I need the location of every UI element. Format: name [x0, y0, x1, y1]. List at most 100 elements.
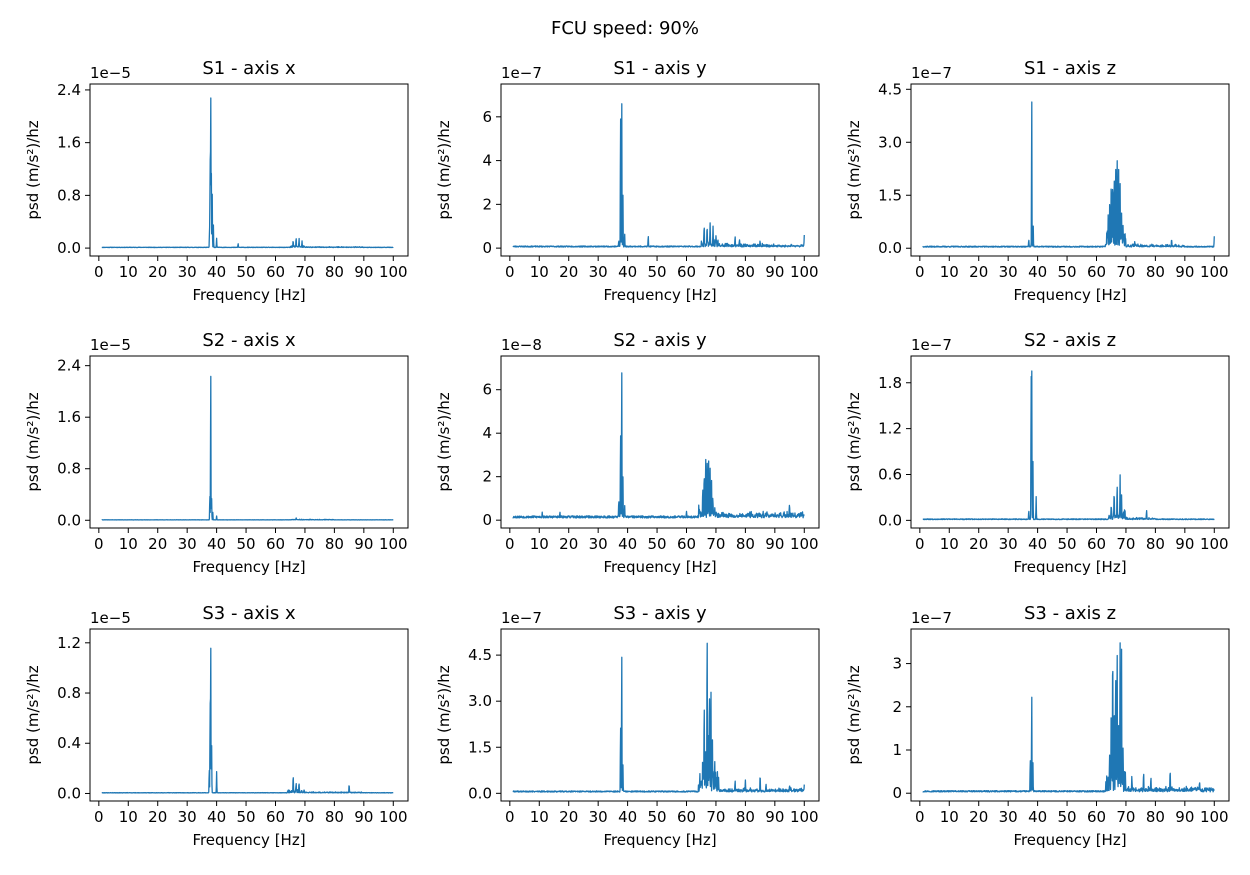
x-tick-label: 90: [765, 263, 784, 281]
x-tick-label: 80: [736, 808, 755, 826]
x-tick-label: 20: [559, 808, 578, 826]
x-axis-label: Frequency [Hz]: [1013, 831, 1126, 849]
x-axis-label: Frequency [Hz]: [1013, 286, 1126, 304]
y-tick-label: 2.4: [57, 81, 81, 99]
x-tick-label: 20: [148, 808, 167, 826]
subplot-title: S1 - axis x: [202, 58, 296, 79]
y-axis-label: psd (m/s²)/hz: [845, 392, 863, 491]
y-tick-label: 1.5: [878, 186, 902, 204]
y-tick-label: 6: [482, 108, 492, 126]
psd-series-line: [922, 370, 1215, 521]
subplot-title: S2 - axis y: [613, 330, 707, 351]
y-offset-text: 1e−7: [911, 609, 952, 627]
x-tick-label: 40: [618, 535, 637, 553]
y-tick-label: 4.5: [468, 646, 492, 664]
subplot-9: S3 - axis z 1e−7 0 10 20 30 40 50 60 70 80 90 100 0 1 2…: [845, 603, 1230, 849]
x-tick-label: 90: [765, 535, 784, 553]
psd-series-line: [101, 647, 394, 794]
x-tick-label: 100: [379, 808, 408, 826]
subplot-6: S2 - axis z 1e−7 0 10 20 30 40 50 60 70 80 90 100 0.0…: [845, 330, 1230, 576]
x-tick-label: 60: [1087, 535, 1106, 553]
subplot-1: S1 - axis x 1e−5 0 10 20 30 40 50 60 70 80 90 100 0.0…: [24, 58, 409, 304]
y-tick-label: 0.8: [57, 186, 81, 204]
psd-series-line: [512, 372, 805, 519]
x-tick-label: 70: [1116, 535, 1135, 553]
x-tick-label: 30: [999, 263, 1018, 281]
x-tick-label: 70: [295, 808, 314, 826]
x-tick-label: 30: [178, 808, 197, 826]
x-tick-label: 40: [1028, 263, 1047, 281]
subplot-title: S2 - axis z: [1024, 330, 1116, 351]
y-axis-label: psd (m/s²)/hz: [845, 665, 863, 764]
axes-frame: [910, 83, 1230, 257]
x-tick-label: 10: [119, 263, 138, 281]
subplot-title: S1 - axis z: [1024, 58, 1116, 79]
axes-frame: [500, 628, 820, 802]
x-tick-label: 10: [119, 535, 138, 553]
y-tick-label: 0.0: [57, 511, 81, 529]
x-tick-label: 40: [618, 808, 637, 826]
subplot-7: S3 - axis x 1e−5 0 10 20 30 40 50 60 70 80 90 100 0.0…: [24, 603, 409, 849]
x-tick-label: 10: [940, 263, 959, 281]
x-tick-label: 60: [266, 808, 285, 826]
y-axis-label: psd (m/s²)/hz: [435, 120, 453, 219]
x-tick-label: 80: [736, 535, 755, 553]
axes-frame: [89, 628, 409, 802]
x-axis-label: Frequency [Hz]: [192, 286, 305, 304]
y-tick-label: 2: [892, 698, 902, 716]
x-tick-label: 10: [530, 263, 549, 281]
y-axis-label: psd (m/s²)/hz: [24, 665, 42, 764]
x-tick-label: 60: [266, 535, 285, 553]
y-axis-label: psd (m/s²)/hz: [845, 120, 863, 219]
x-tick-label: 20: [969, 808, 988, 826]
y-offset-text: 1e−7: [911, 64, 952, 82]
x-tick-label: 0: [94, 535, 104, 553]
subplot-2: S1 - axis y 1e−7 0 10 20 30 40 50 60 70 80 90 100 0 2 4…: [435, 58, 820, 304]
y-tick-label: 0.4: [57, 734, 81, 752]
x-tick-label: 90: [354, 263, 373, 281]
y-tick-label: 0.6: [878, 465, 902, 483]
y-tick-label: 0.0: [57, 239, 81, 257]
x-tick-label: 70: [706, 535, 725, 553]
y-tick-label: 4.5: [878, 80, 902, 98]
x-tick-label: 70: [295, 535, 314, 553]
x-tick-label: 100: [1200, 535, 1229, 553]
x-tick-label: 100: [790, 535, 819, 553]
axes-frame: [500, 83, 820, 257]
y-tick-label: 0: [892, 784, 902, 802]
x-tick-label: 70: [706, 808, 725, 826]
x-tick-label: 80: [325, 808, 344, 826]
x-tick-label: 50: [237, 263, 256, 281]
x-tick-label: 60: [1087, 808, 1106, 826]
y-tick-label: 1.8: [878, 374, 902, 392]
x-tick-label: 10: [940, 535, 959, 553]
y-offset-text: 1e−8: [501, 336, 542, 354]
x-axis-label: Frequency [Hz]: [192, 558, 305, 576]
y-tick-label: 3.0: [878, 133, 902, 151]
x-tick-label: 20: [148, 263, 167, 281]
x-tick-label: 40: [207, 808, 226, 826]
x-tick-label: 30: [178, 263, 197, 281]
x-tick-label: 20: [969, 263, 988, 281]
y-axis-label: psd (m/s²)/hz: [435, 665, 453, 764]
subplot-title: S2 - axis x: [202, 330, 296, 351]
x-tick-label: 0: [915, 808, 925, 826]
x-tick-label: 100: [1200, 263, 1229, 281]
x-tick-label: 100: [379, 535, 408, 553]
subplot-grid: S1 - axis x1e−50 10 20 30 40 50 60 70 80 90 1000.0…: [24, 58, 1230, 849]
x-tick-label: 50: [237, 808, 256, 826]
x-tick-label: 60: [1087, 263, 1106, 281]
y-tick-label: 0.0: [468, 784, 492, 802]
y-tick-label: 2.4: [57, 357, 81, 375]
x-tick-label: 10: [530, 535, 549, 553]
y-tick-label: 0.0: [878, 511, 902, 529]
x-tick-label: 80: [1146, 808, 1165, 826]
x-axis-label: Frequency [Hz]: [603, 831, 716, 849]
y-tick-label: 0.8: [57, 684, 81, 702]
y-offset-text: 1e−7: [501, 64, 542, 82]
y-tick-label: 1.6: [57, 134, 81, 152]
y-offset-text: 1e−5: [90, 336, 131, 354]
x-tick-label: 30: [589, 263, 608, 281]
x-tick-label: 50: [237, 535, 256, 553]
